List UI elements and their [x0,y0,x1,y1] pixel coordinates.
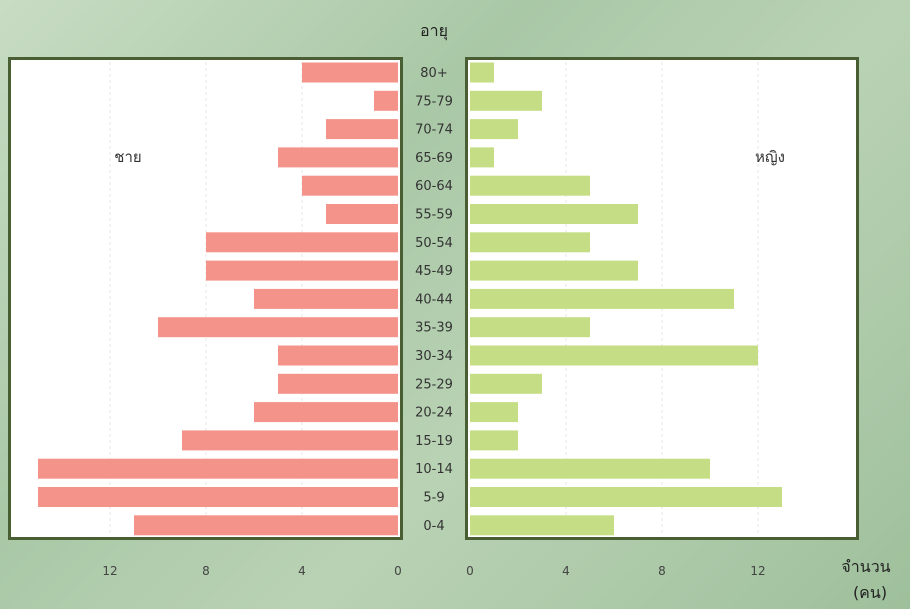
age-group-label: 65-69 [415,151,453,166]
age-group-label: 50-54 [415,236,453,251]
bar-female-65-69 [470,147,494,168]
tick-label-right: 0 [466,564,474,578]
age-group-label: 25-29 [415,377,453,392]
bar-female-5-9 [470,487,782,507]
bar-female-25-29 [470,373,542,394]
tick-label-left: 12 [102,564,117,578]
bar-male-40-44 [254,288,398,309]
bar-female-75-79 [470,90,542,111]
bar-female-45-49 [470,260,638,281]
age-group-label: 70-74 [415,123,453,138]
bar-female-0-4 [470,515,614,536]
bar-female-80+ [470,62,494,83]
age-group-label: 15-19 [415,434,453,449]
tick-label-left: 0 [394,564,402,578]
bar-male-60-64 [302,175,398,196]
bar-female-20-24 [470,402,518,423]
tick-label-right: 12 [750,564,765,578]
bar-male-5-9 [38,487,398,507]
bar-male-80+ [302,62,398,83]
tick-label-left: 8 [202,564,210,578]
bar-female-55-59 [470,204,638,224]
age-group-label: 75-79 [415,94,453,109]
x-axis-label-line1: จำนวน [841,557,890,576]
bar-male-10-14 [38,458,398,479]
age-group-label: 10-14 [415,462,453,477]
tick-label-left: 4 [298,564,306,578]
age-group-label: 5-9 [423,491,444,506]
age-group-label: 20-24 [415,406,453,421]
bar-female-60-64 [470,175,590,196]
age-group-label: 30-34 [415,349,453,364]
bar-male-0-4 [134,515,398,536]
series-label-female: หญิง [755,148,785,166]
bar-female-50-54 [470,232,590,253]
bar-male-25-29 [278,373,398,394]
age-group-label: 60-64 [415,179,453,194]
age-group-label: 45-49 [415,264,453,279]
bar-male-30-34 [278,345,398,366]
bar-male-45-49 [206,260,398,281]
bar-female-30-34 [470,345,758,366]
bar-female-10-14 [470,458,710,479]
x-axis-label-line2: (คน) [853,583,887,602]
bar-female-35-39 [470,317,590,338]
age-group-label: 55-59 [415,208,453,223]
bar-female-15-19 [470,430,518,451]
tick-label-right: 8 [658,564,666,578]
tick-label-right: 4 [562,564,570,578]
bar-male-75-79 [374,90,398,111]
bar-male-20-24 [254,402,398,423]
age-group-label: 40-44 [415,292,453,307]
bar-male-35-39 [158,317,398,338]
age-group-label: 35-39 [415,321,453,336]
age-axis-label: อายุ [420,21,448,41]
age-group-label: 0-4 [423,519,444,534]
bar-female-70-74 [470,119,518,140]
series-label-male: ชาย [114,148,141,166]
bar-male-70-74 [326,119,398,140]
bar-male-55-59 [326,204,398,224]
age-group-label: 80+ [420,66,447,81]
bar-male-50-54 [206,232,398,253]
bar-male-65-69 [278,147,398,168]
bar-male-15-19 [182,430,398,451]
bar-female-40-44 [470,288,734,309]
